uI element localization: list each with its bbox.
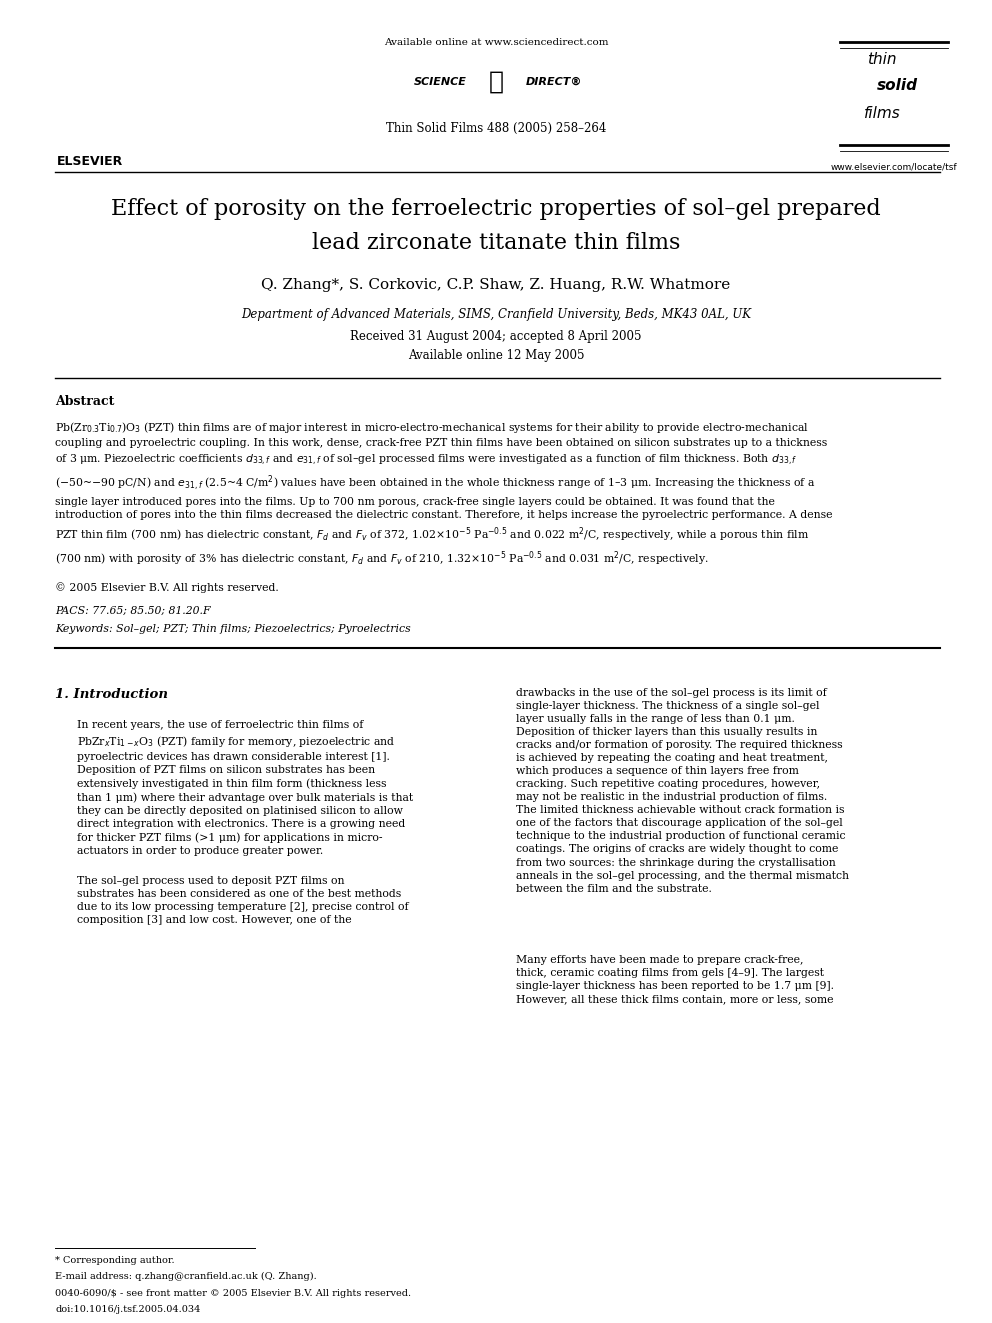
Text: 0040-6090/$ - see front matter © 2005 Elsevier B.V. All rights reserved.: 0040-6090/$ - see front matter © 2005 El… (55, 1289, 411, 1298)
Text: Many efforts have been made to prepare crack-free,
thick, ceramic coating films : Many efforts have been made to prepare c… (516, 955, 834, 1004)
Text: © 2005 Elsevier B.V. All rights reserved.: © 2005 Elsevier B.V. All rights reserved… (55, 582, 279, 593)
Text: Abstract: Abstract (55, 396, 114, 407)
Text: lead zirconate titanate thin films: lead zirconate titanate thin films (311, 232, 681, 254)
Text: * Corresponding author.: * Corresponding author. (55, 1256, 175, 1265)
Text: Department of Advanced Materials, SIMS, Cranfield University, Beds, MK43 0AL, UK: Department of Advanced Materials, SIMS, … (241, 308, 751, 321)
Text: ELSEVIER: ELSEVIER (57, 155, 123, 168)
Text: DIRECT®: DIRECT® (526, 77, 582, 87)
Text: SCIENCE: SCIENCE (414, 77, 466, 87)
Text: drawbacks in the use of the sol–gel process is its limit of
single-layer thickne: drawbacks in the use of the sol–gel proc… (516, 688, 849, 893)
Text: 1. Introduction: 1. Introduction (55, 688, 168, 701)
Text: thin: thin (867, 52, 897, 67)
Text: Thin Solid Films 488 (2005) 258–264: Thin Solid Films 488 (2005) 258–264 (386, 122, 606, 135)
Text: solid: solid (877, 78, 918, 93)
Text: Received 31 August 2004; accepted 8 April 2005: Received 31 August 2004; accepted 8 Apri… (350, 329, 642, 343)
Text: ⓐ: ⓐ (488, 70, 504, 94)
Text: Pb(Zr$_{0.3}$Ti$_{0.7}$)O$_3$ (PZT) thin films are of major interest in micro-el: Pb(Zr$_{0.3}$Ti$_{0.7}$)O$_3$ (PZT) thin… (55, 419, 832, 568)
Text: Effect of porosity on the ferroelectric properties of sol–gel prepared: Effect of porosity on the ferroelectric … (111, 198, 881, 220)
Text: The sol–gel process used to deposit PZT films on
substrates has been considered : The sol–gel process used to deposit PZT … (76, 876, 409, 925)
Text: Q. Zhang*, S. Corkovic, C.P. Shaw, Z. Huang, R.W. Whatmore: Q. Zhang*, S. Corkovic, C.P. Shaw, Z. Hu… (261, 278, 731, 292)
Text: In recent years, the use of ferroelectric thin films of
PbZr$_x$Ti$_{1-x}$O$_3$ : In recent years, the use of ferroelectri… (76, 720, 413, 856)
Text: PACS: 77.65; 85.50; 81.20.F: PACS: 77.65; 85.50; 81.20.F (55, 606, 210, 617)
Text: Keywords: Sol–gel; PZT; Thin films; Piezoelectrics; Pyroelectrics: Keywords: Sol–gel; PZT; Thin films; Piez… (55, 624, 411, 634)
Text: Available online 12 May 2005: Available online 12 May 2005 (408, 349, 584, 363)
Text: E-mail address: q.zhang@cranfield.ac.uk (Q. Zhang).: E-mail address: q.zhang@cranfield.ac.uk … (55, 1271, 316, 1281)
Text: www.elsevier.com/locate/tsf: www.elsevier.com/locate/tsf (830, 161, 957, 171)
Text: doi:10.1016/j.tsf.2005.04.034: doi:10.1016/j.tsf.2005.04.034 (55, 1304, 200, 1314)
Text: Available online at www.sciencedirect.com: Available online at www.sciencedirect.co… (384, 38, 608, 48)
Text: films: films (864, 106, 901, 120)
